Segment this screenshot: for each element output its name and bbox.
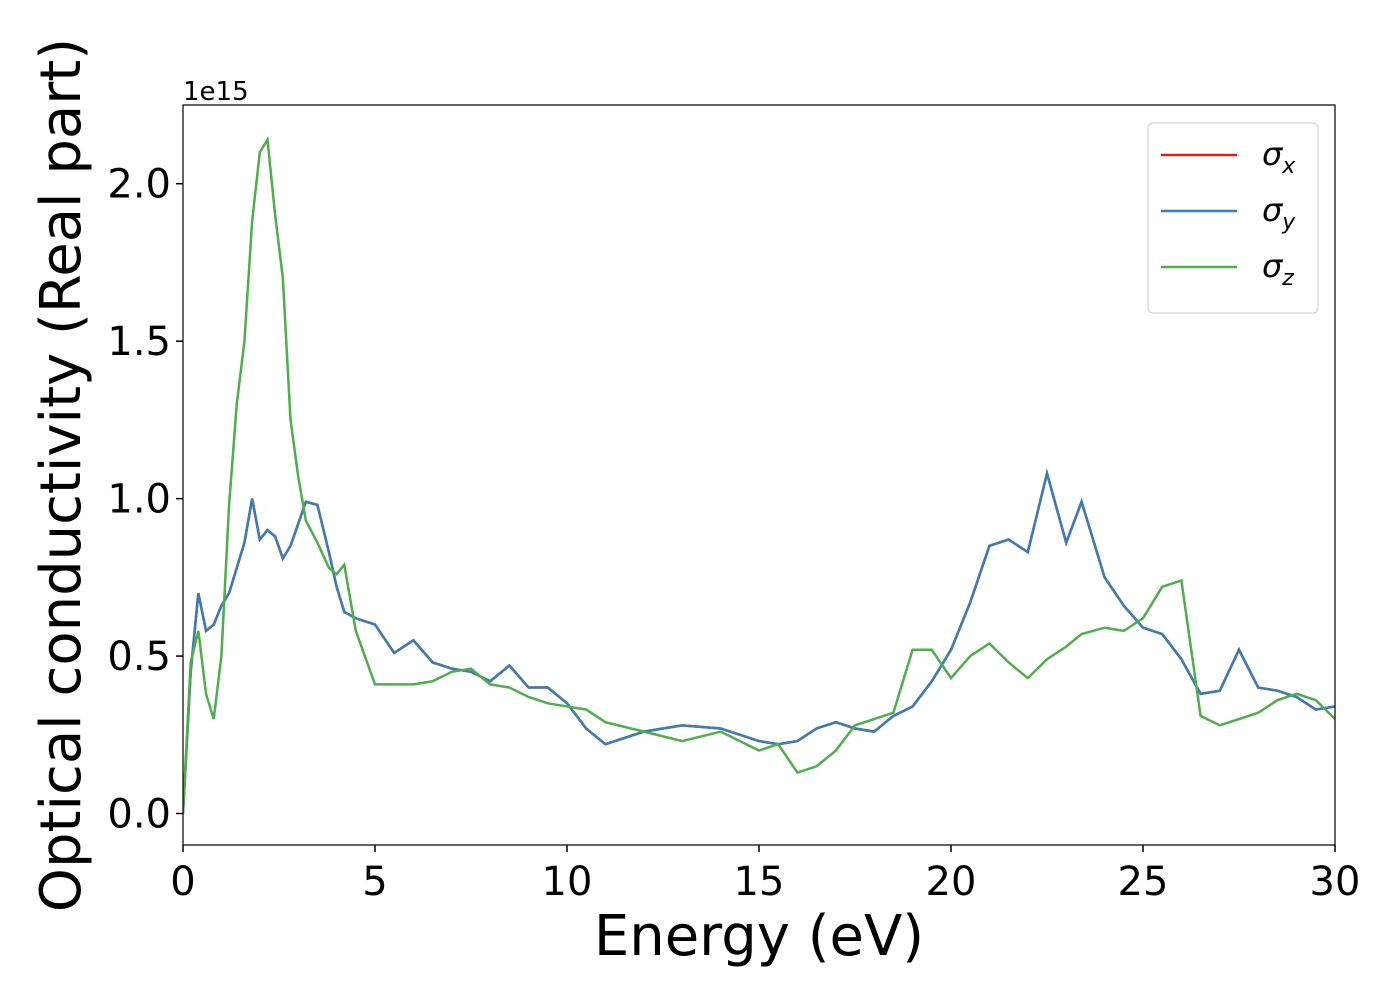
x-tick-label: 15	[734, 859, 785, 905]
y-tick-label: 2.0	[107, 162, 171, 208]
y-axis-label: Optical conductivity (Real part)	[29, 38, 94, 912]
legend-label: σy	[1262, 191, 1296, 235]
y-tick-label: 1.0	[107, 477, 171, 523]
series-line	[183, 468, 1335, 814]
y-offset-label: 1e15	[183, 77, 249, 107]
legend-label: σz	[1262, 247, 1294, 291]
plot-frame	[182, 104, 1336, 846]
y-tick-label: 1.5	[107, 319, 171, 365]
series-line	[183, 135, 1335, 814]
x-tick-label: 5	[362, 859, 387, 905]
x-axis-label: Energy (eV)	[594, 904, 924, 969]
y-tick-label: 0.0	[107, 792, 171, 838]
x-tick-label: 0	[170, 859, 195, 905]
legend-box	[1147, 122, 1319, 314]
y-tick-label: 0.5	[107, 634, 171, 680]
series-line	[183, 468, 1335, 814]
x-tick-label: 20	[926, 859, 977, 905]
x-tick-label: 25	[1118, 859, 1169, 905]
x-tick-label: 30	[1310, 859, 1361, 905]
legend-label: σx	[1262, 135, 1296, 179]
x-tick-label: 10	[542, 859, 593, 905]
